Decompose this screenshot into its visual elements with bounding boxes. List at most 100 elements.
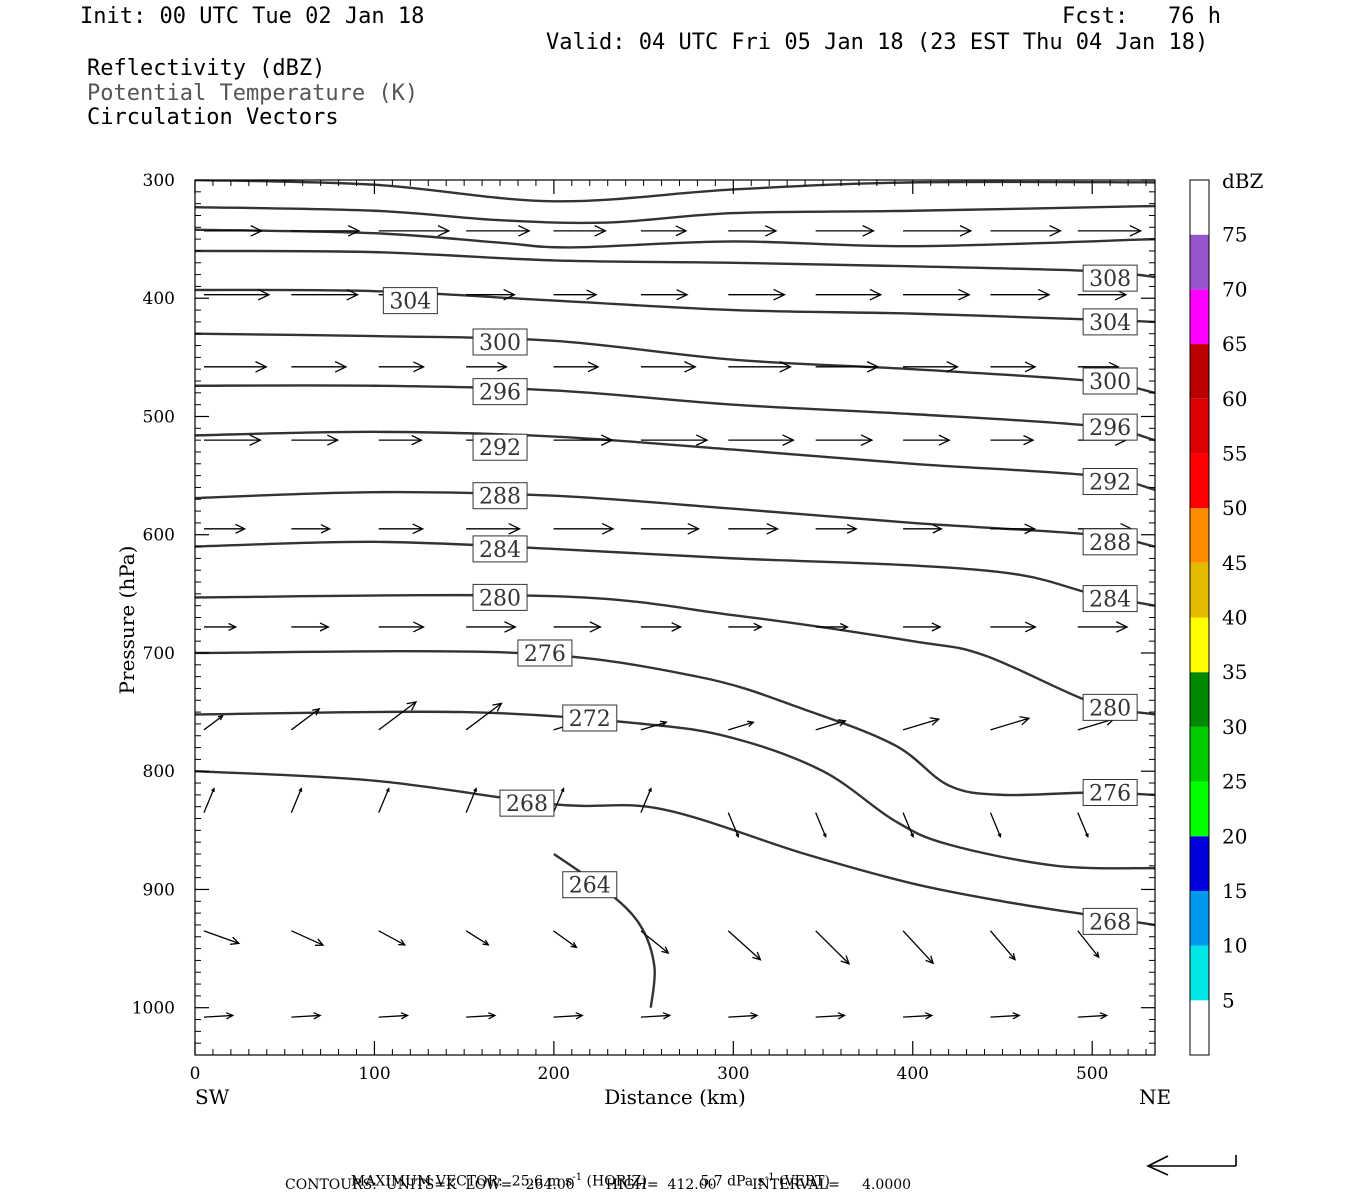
- vector-arrow: [378, 434, 423, 446]
- vector-arrow: [203, 1012, 235, 1020]
- vector-arrow: [815, 812, 827, 838]
- colorbar-level-label: 55: [1222, 441, 1247, 465]
- max-vector-line: MAXIMUM VECTOR: 25.6 m s-1 (HORIZ) 5.7 d…: [342, 1159, 830, 1189]
- x-tick-label: 300: [717, 1064, 749, 1084]
- vector-arrow: [553, 930, 578, 949]
- vector-arrow: [553, 289, 598, 300]
- vector-arrow: [728, 361, 792, 373]
- vector-arrow: [466, 288, 516, 301]
- vector-arrow: [903, 622, 942, 632]
- vector-arrow: [902, 930, 935, 965]
- y-tick-label: 300: [143, 171, 175, 191]
- vector-arrow: [290, 707, 321, 731]
- contour-284: [195, 540, 1155, 607]
- vector-arrow: [203, 622, 238, 631]
- vector-arrow: [903, 361, 959, 373]
- vector-arrow: [378, 787, 390, 813]
- vector-arrow: [553, 523, 615, 535]
- colorbar-segment: [1190, 344, 1209, 399]
- colorbar-segment: [1190, 180, 1209, 235]
- vector-arrow: [815, 288, 883, 301]
- vector-arrow: [728, 523, 780, 535]
- vector-arrow: [902, 812, 914, 838]
- contour-308: [195, 249, 1155, 279]
- svg-text:288: 288: [1089, 531, 1131, 556]
- y-tick-label: 400: [143, 289, 175, 309]
- contour-272: [195, 710, 1155, 870]
- vector-arrow: [378, 930, 407, 946]
- vector-arrow: [1077, 225, 1143, 237]
- vector-arrow: [291, 622, 330, 632]
- colorbar-segment: [1190, 726, 1209, 782]
- contour-288: [195, 490, 1155, 548]
- colorbar-level-label: 30: [1222, 715, 1247, 739]
- vector-arrow: [815, 930, 851, 965]
- axes: 300 400 500 600 700 800 900 1000 0 100 200 300 400 50…: [132, 171, 1155, 1084]
- contour-label-288: 288: [472, 482, 528, 510]
- vector-arrow: [203, 361, 268, 373]
- vector-arrow: [903, 1012, 934, 1020]
- vector-arrow: [291, 1012, 322, 1020]
- vector-arrow: [553, 225, 607, 237]
- colorbar-segment: [1190, 234, 1209, 290]
- vector-arrow: [203, 523, 247, 534]
- svg-text:296: 296: [1089, 416, 1131, 441]
- contour-label-280: 280: [1082, 693, 1138, 721]
- contour-label-304: 304: [382, 287, 438, 315]
- colorbar-segment: [1190, 836, 1209, 891]
- colorbar-segment: [1190, 508, 1209, 563]
- horiz-tag: (HORIZ): [586, 1173, 647, 1190]
- vector-arrow: [553, 621, 602, 633]
- vector-arrow: [728, 1012, 759, 1020]
- contour-268: [195, 770, 1155, 927]
- vector-arrow: [378, 621, 425, 633]
- vector-arrow: [640, 225, 688, 237]
- vector-arrow: [378, 1012, 410, 1020]
- reference-vector-arrow: [1146, 1155, 1237, 1176]
- colorbar-level-label: 70: [1222, 277, 1247, 301]
- svg-text:284: 284: [1089, 588, 1131, 613]
- colorbar-segment: [1190, 562, 1209, 618]
- contour-label-276: 276: [517, 639, 573, 667]
- colorbar-level-label: 25: [1222, 770, 1247, 794]
- vert-tag: (VERT): [779, 1173, 830, 1190]
- contour-label-264: 264: [562, 871, 618, 899]
- colorbar-level-label: 10: [1222, 934, 1247, 958]
- colorbar-segment: [1190, 617, 1209, 673]
- vector-arrow: [465, 930, 490, 946]
- vector-arrow: [728, 225, 778, 237]
- svg-text:292: 292: [1089, 471, 1131, 496]
- vector-arrow: [640, 930, 670, 954]
- colorbar-level-label: 35: [1222, 660, 1247, 684]
- vector-arrow: [728, 288, 786, 301]
- colorbar-frame: [1189, 179, 1210, 1056]
- svg-text:272: 272: [569, 707, 611, 732]
- contour-label-308: 308: [1082, 264, 1138, 292]
- vector-arrow: [727, 812, 740, 838]
- colorbar-segment: [1190, 945, 1209, 1001]
- vector-arrow: [903, 524, 943, 534]
- contour-label-296: 296: [472, 378, 528, 406]
- colorbar-level-label: 15: [1222, 879, 1247, 903]
- vector-arrow: [989, 812, 1002, 838]
- colorbar-segment-below-5: [1190, 1000, 1209, 1055]
- vector-arrow: [203, 787, 215, 813]
- valid-time: Valid: 04 UTC Fri 05 Jan 18 (23 EST Thu …: [546, 30, 1209, 55]
- vector-arrow: [990, 361, 1037, 373]
- svg-text:296: 296: [479, 381, 521, 406]
- vector-arrow: [727, 930, 762, 961]
- vector-arrow: [640, 523, 701, 535]
- x-axis-label: Distance (km): [604, 1085, 746, 1109]
- contour-292: [195, 430, 1155, 491]
- field-circulation-vectors: Circulation Vectors: [87, 105, 339, 130]
- vector-arrow: [728, 434, 795, 446]
- colorbar-title: dBZ: [1222, 169, 1264, 193]
- vector-arrow: [640, 361, 697, 373]
- vector-arrow: [728, 622, 763, 632]
- vector-arrow: [203, 288, 271, 301]
- colorbar-level-label: 75: [1222, 223, 1247, 247]
- vector-arrow: [466, 225, 531, 237]
- colorbar-segment: [1190, 453, 1209, 509]
- x-endpoint-right: NE: [1139, 1085, 1171, 1109]
